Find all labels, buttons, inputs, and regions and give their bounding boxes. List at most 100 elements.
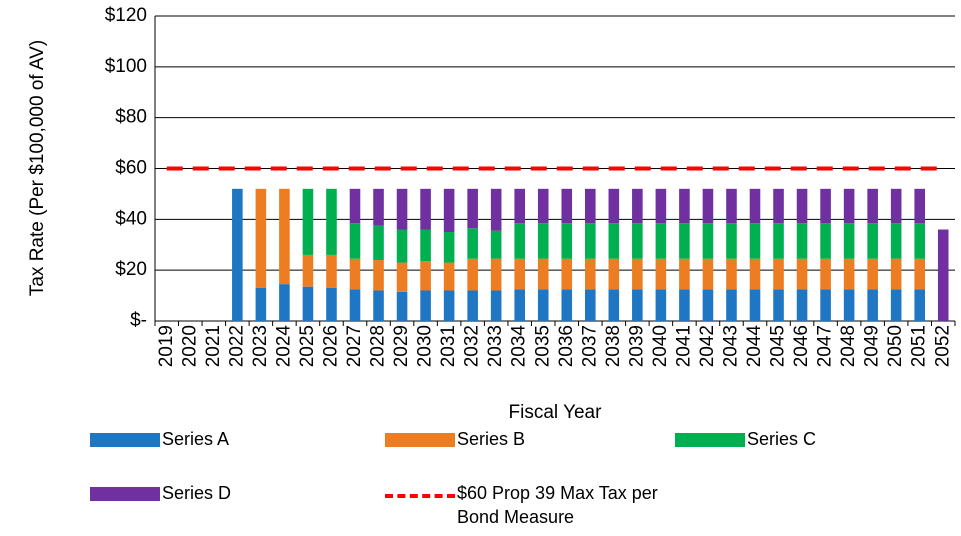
bar [702, 289, 714, 321]
bar [585, 223, 596, 259]
legend-label: Series A [162, 429, 230, 449]
legend-label: Series D [162, 483, 232, 503]
x-tick-label: 2032 [462, 325, 483, 367]
bar [608, 258, 620, 290]
bar [773, 289, 784, 321]
x-tick-label: 2030 [415, 325, 436, 367]
legend-item: $60 Prop 39 Max Tax per Bond Measure [385, 483, 667, 529]
bar [396, 229, 408, 263]
bar [820, 223, 831, 259]
bar [326, 254, 337, 288]
bar [749, 188, 761, 224]
bar [726, 188, 737, 224]
bar [443, 262, 455, 291]
bar [373, 225, 384, 260]
bar [679, 258, 690, 290]
bar [702, 258, 714, 290]
bar [820, 289, 831, 321]
bar [608, 289, 620, 321]
x-tick-label: 2041 [673, 325, 694, 367]
bar [279, 188, 290, 285]
bar [914, 289, 925, 321]
bar [326, 287, 337, 321]
bar [420, 229, 431, 262]
x-tick-label: 2046 [791, 325, 812, 367]
x-tick-label: 2052 [932, 325, 953, 367]
bar [655, 223, 667, 259]
x-tick-label: 2050 [885, 325, 906, 367]
bar [443, 232, 455, 263]
bar [655, 258, 667, 290]
bar [255, 287, 267, 321]
legend-item: Series B [385, 429, 667, 451]
bar [490, 188, 502, 231]
bar [326, 188, 337, 255]
bar [561, 289, 573, 321]
bar [420, 188, 431, 230]
y-tick-label: $60 [115, 158, 147, 179]
bar [773, 223, 784, 259]
bar [749, 223, 761, 259]
x-tick-label: 2048 [838, 325, 859, 367]
bar [867, 188, 878, 224]
bar [537, 289, 549, 321]
bar [937, 229, 949, 321]
bar [655, 188, 667, 224]
x-tick-label: 2037 [579, 325, 600, 367]
legend-swatch [90, 433, 160, 447]
y-tick-label: $100 [105, 56, 147, 77]
x-tick-label: 2047 [815, 325, 836, 367]
bar [420, 261, 431, 291]
bar [773, 188, 784, 224]
bar [467, 228, 478, 259]
bar [726, 223, 737, 259]
bar [608, 223, 620, 259]
bar [796, 188, 808, 224]
legend-label: $60 Prop 39 Max Tax per Bond Measure [457, 483, 658, 527]
bar [914, 223, 925, 259]
x-tick-label: 2035 [532, 325, 553, 367]
bar [632, 223, 643, 259]
bar [255, 188, 267, 288]
bar [843, 223, 855, 259]
bar [490, 230, 502, 259]
bar [302, 286, 314, 321]
legend-swatch [385, 433, 455, 447]
y-tick-label: $120 [105, 5, 147, 26]
bar [279, 284, 290, 321]
bar [537, 223, 549, 259]
x-axis-title: Fiscal Year [509, 402, 603, 423]
bar [514, 188, 525, 224]
x-tick-label: 2026 [320, 325, 341, 367]
bar [679, 188, 690, 224]
bar [773, 258, 784, 290]
bar [396, 262, 408, 292]
x-tick-label: 2042 [697, 325, 718, 367]
bar [349, 289, 361, 321]
x-tick-label: 2024 [273, 325, 294, 368]
bar [373, 290, 384, 321]
bar [373, 188, 384, 226]
bar [302, 254, 314, 287]
bar [749, 289, 761, 321]
y-tick-label: $40 [115, 208, 147, 229]
x-tick-label: 2036 [556, 325, 577, 367]
bar [632, 258, 643, 290]
bar [561, 188, 573, 224]
bar [726, 289, 737, 321]
bar [490, 258, 502, 291]
x-tick-label: 2038 [603, 325, 624, 367]
bar [396, 291, 408, 321]
x-tick-label: 2049 [862, 325, 883, 367]
x-tick-label: 2025 [297, 325, 318, 367]
bar [561, 223, 573, 259]
bar [396, 188, 408, 230]
legend-item: Series A [90, 429, 372, 451]
bar [514, 258, 525, 290]
bar [632, 289, 643, 321]
bar [514, 223, 525, 259]
x-tick-label: 2039 [626, 325, 647, 367]
legend-label: Series C [747, 429, 817, 449]
legend-label: Series B [457, 429, 526, 449]
bar [820, 188, 831, 224]
